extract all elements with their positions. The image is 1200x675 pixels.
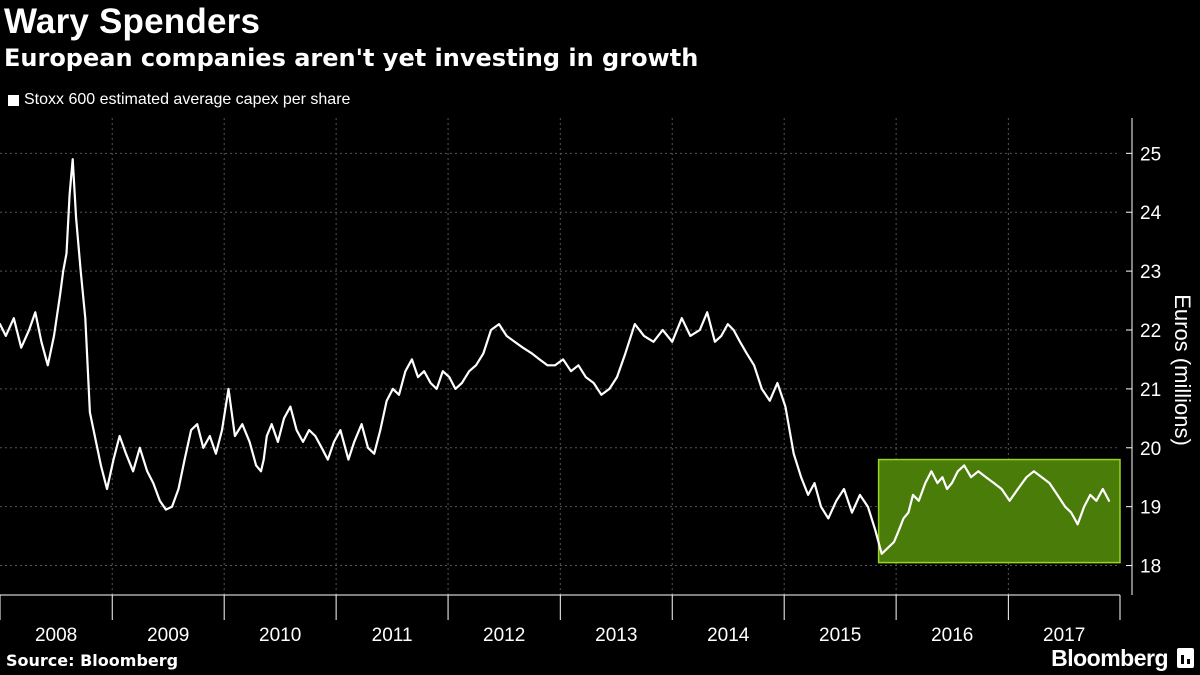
y-tick-label-20: 20 — [1140, 439, 1161, 460]
y-axis-label: Euros (millions) — [1170, 294, 1195, 446]
x-tick-label-2017: 2017 — [1043, 625, 1085, 646]
source-note: Source: Bloomberg — [6, 651, 179, 670]
series-line-capex — [0, 158, 1111, 555]
x-tick-label-2011: 2011 — [372, 625, 413, 646]
x-tick-label-2012: 2012 — [483, 625, 525, 646]
chart-subtitle: European companies aren't yet investing … — [4, 44, 699, 72]
y-tick-label-24: 24 — [1140, 203, 1162, 224]
x-tick-label-2013: 2013 — [595, 625, 637, 646]
x-tick-label-2014: 2014 — [707, 625, 750, 646]
chart-title: Wary Spenders — [4, 2, 261, 41]
x-tick-label-2016: 2016 — [931, 625, 973, 646]
x-tick-label-2009: 2009 — [147, 625, 189, 646]
brand-logo: Bloomberg — [1051, 645, 1168, 671]
y-tick-label-21: 21 — [1140, 380, 1161, 401]
y-tick-label-18: 18 — [1140, 557, 1161, 578]
y-tick-label-25: 25 — [1140, 144, 1161, 165]
x-tick-label-2010: 2010 — [259, 625, 301, 646]
legend-swatch — [8, 94, 19, 106]
y-tick-label-19: 19 — [1140, 498, 1161, 519]
highlight-region — [877, 458, 1121, 564]
y-tick-label-23: 23 — [1140, 262, 1161, 283]
legend-label: Stoxx 600 estimated average capex per sh… — [24, 91, 351, 108]
y-tick-label-22: 22 — [1140, 321, 1161, 342]
x-tick-label-2015: 2015 — [819, 625, 861, 646]
chart-icon — [1177, 648, 1194, 668]
legend: Stoxx 600 estimated average capex per sh… — [8, 91, 350, 109]
x-tick-label-2008: 2008 — [35, 625, 77, 646]
